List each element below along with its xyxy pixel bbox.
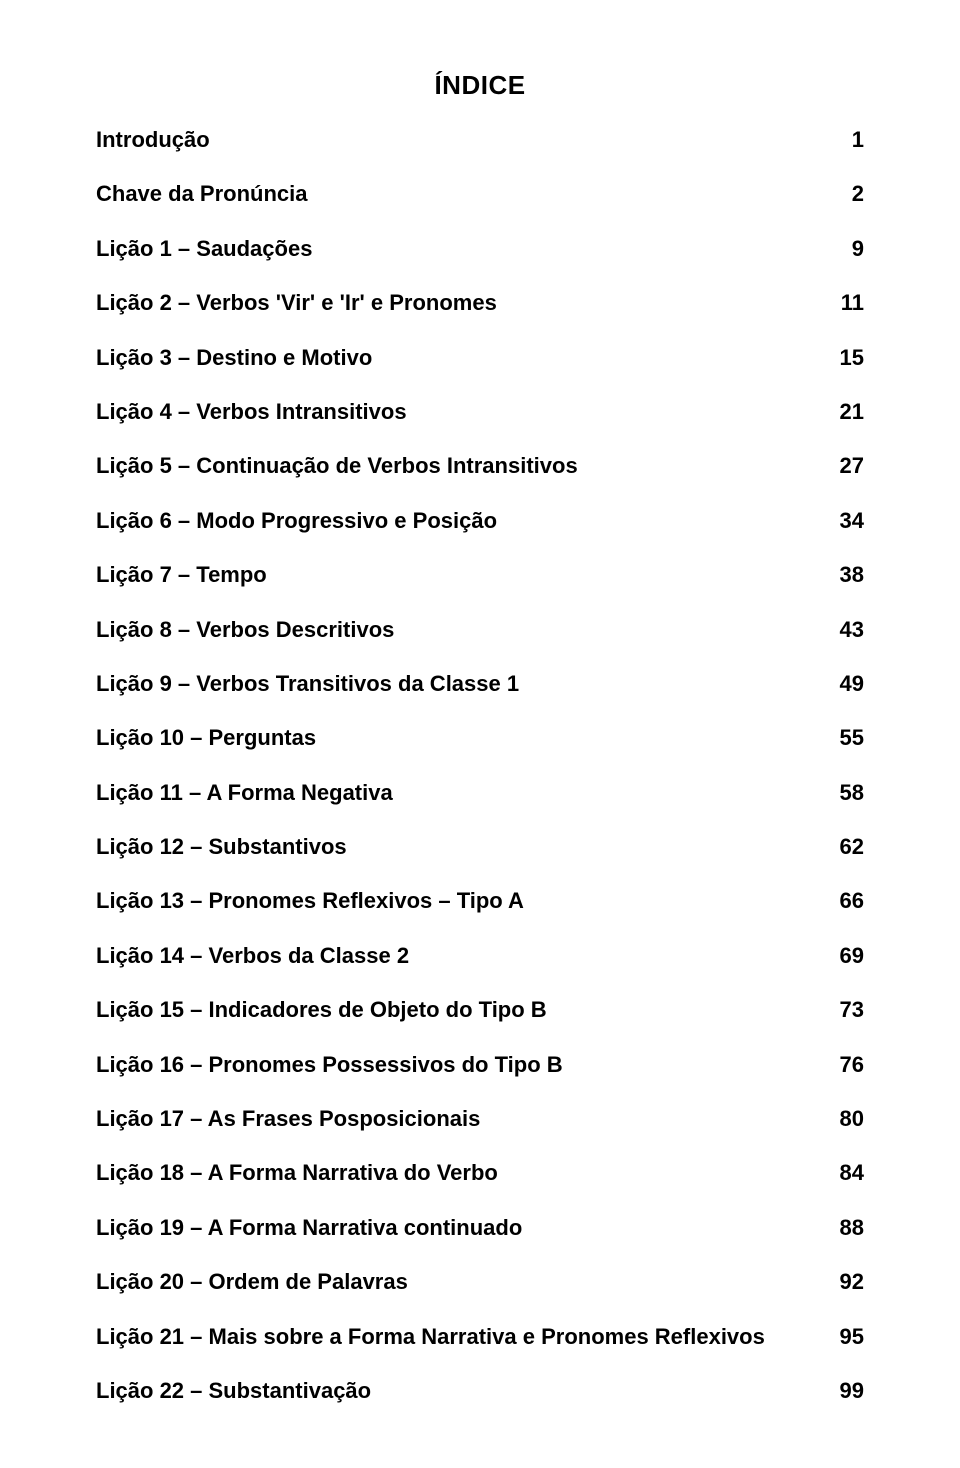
toc-entry-label: Lição 18 – A Forma Narrativa do Verbo — [96, 1160, 820, 1186]
toc-entry-page: 88 — [820, 1215, 864, 1241]
toc-entry-label: Lição 9 – Verbos Transitivos da Classe 1 — [96, 671, 820, 697]
toc-entry: Lição 21 – Mais sobre a Forma Narrativa … — [96, 1324, 864, 1350]
toc-spacer — [96, 262, 864, 290]
toc-entry: Lição 8 – Verbos Descritivos43 — [96, 617, 864, 643]
toc-entry: Lição 12 – Substantivos62 — [96, 834, 864, 860]
toc-entry-label: Lição 2 – Verbos 'Vir' e 'Ir' e Pronomes — [96, 290, 820, 316]
toc-entry: Lição 9 – Verbos Transitivos da Classe 1… — [96, 671, 864, 697]
toc-entry-page: 66 — [820, 888, 864, 914]
toc-spacer — [96, 752, 864, 780]
toc-entry-label: Lição 17 – As Frases Posposicionais — [96, 1106, 820, 1132]
toc-entry-page: 27 — [820, 453, 864, 479]
toc-entry: Lição 6 – Modo Progressivo e Posição34 — [96, 508, 864, 534]
toc-entry-page: 11 — [820, 290, 864, 316]
toc-entry-label: Lição 3 – Destino e Motivo — [96, 345, 820, 371]
toc-entry-label: Lição 11 – A Forma Negativa — [96, 780, 820, 806]
toc-spacer — [96, 915, 864, 943]
toc-entry: Lição 10 – Perguntas55 — [96, 725, 864, 751]
toc-entry-label: Lição 10 – Perguntas — [96, 725, 820, 751]
toc-entry: Lição 17 – As Frases Posposicionais80 — [96, 1106, 864, 1132]
toc-entry: Lição 3 – Destino e Motivo15 — [96, 345, 864, 371]
toc-entry: Lição 22 – Substantivação99 — [96, 1378, 864, 1404]
toc-spacer — [96, 969, 864, 997]
toc-entry: Lição 7 – Tempo38 — [96, 562, 864, 588]
toc-entry: Lição 18 – A Forma Narrativa do Verbo84 — [96, 1160, 864, 1186]
toc-entry-page: 58 — [820, 780, 864, 806]
toc-entry-page: 69 — [820, 943, 864, 969]
toc-entry-page: 55 — [820, 725, 864, 751]
toc-entry-label: Lição 5 – Continuação de Verbos Intransi… — [96, 453, 820, 479]
toc-entry: Chave da Pronúncia2 — [96, 181, 864, 207]
toc-entry: Lição 1 – Saudações9 — [96, 236, 864, 262]
toc-entry-page: 84 — [820, 1160, 864, 1186]
toc-entry-label: Lição 19 – A Forma Narrativa continuado — [96, 1215, 820, 1241]
toc-entry-page: 15 — [820, 345, 864, 371]
toc-entry-page: 95 — [820, 1324, 864, 1350]
toc-spacer — [96, 208, 864, 236]
toc-entry-label: Lição 22 – Substantivação — [96, 1378, 820, 1404]
toc-spacer — [96, 534, 864, 562]
toc-title: ÍNDICE — [96, 70, 864, 101]
toc-entry: Lição 16 – Pronomes Possessivos do Tipo … — [96, 1052, 864, 1078]
toc-entry-page: 49 — [820, 671, 864, 697]
toc-spacer — [96, 1241, 864, 1269]
toc-entry-page: 2 — [820, 181, 864, 207]
toc-spacer — [96, 643, 864, 671]
toc-spacer — [96, 317, 864, 345]
toc-spacer — [96, 1187, 864, 1215]
toc-spacer — [96, 860, 864, 888]
toc-entry-label: Lição 20 – Ordem de Palavras — [96, 1269, 820, 1295]
toc-entry-label: Lição 4 – Verbos Intransitivos — [96, 399, 820, 425]
toc-entry-page: 38 — [820, 562, 864, 588]
toc-entry: Lição 19 – A Forma Narrativa continuado8… — [96, 1215, 864, 1241]
toc-spacer — [96, 371, 864, 399]
toc-entry-label: Lição 1 – Saudações — [96, 236, 820, 262]
toc-entry-label: Chave da Pronúncia — [96, 181, 820, 207]
toc-entry-page: 21 — [820, 399, 864, 425]
toc-spacer — [96, 153, 864, 181]
toc-entry-label: Lição 13 – Pronomes Reflexivos – Tipo A — [96, 888, 820, 914]
toc-entry-page: 80 — [820, 1106, 864, 1132]
toc-spacer — [96, 589, 864, 617]
toc-entry-label: Lição 16 – Pronomes Possessivos do Tipo … — [96, 1052, 820, 1078]
toc-entry: Lição 15 – Indicadores de Objeto do Tipo… — [96, 997, 864, 1023]
toc-entry: Introdução1 — [96, 127, 864, 153]
toc-entry-label: Lição 7 – Tempo — [96, 562, 820, 588]
toc-entry: Lição 4 – Verbos Intransitivos21 — [96, 399, 864, 425]
toc-entry-page: 1 — [820, 127, 864, 153]
toc-entry-page: 99 — [820, 1378, 864, 1404]
toc-spacer — [96, 697, 864, 725]
toc-entry-label: Lição 14 – Verbos da Classe 2 — [96, 943, 820, 969]
toc-spacer — [96, 1296, 864, 1324]
toc-entry-page: 73 — [820, 997, 864, 1023]
toc-entry: Lição 11 – A Forma Negativa58 — [96, 780, 864, 806]
toc-entry-page: 9 — [820, 236, 864, 262]
toc-spacer — [96, 1024, 864, 1052]
toc-spacer — [96, 1078, 864, 1106]
toc-entry-label: Introdução — [96, 127, 820, 153]
toc-entry-label: Lição 21 – Mais sobre a Forma Narrativa … — [96, 1324, 820, 1350]
toc-entry: Lição 5 – Continuação de Verbos Intransi… — [96, 453, 864, 479]
toc-entry: Lição 14 – Verbos da Classe 269 — [96, 943, 864, 969]
toc-entry: Lição 20 – Ordem de Palavras92 — [96, 1269, 864, 1295]
toc-spacer — [96, 425, 864, 453]
toc-spacer — [96, 1350, 864, 1378]
toc-list: Introdução1 Chave da Pronúncia2 Lição 1 – … — [96, 127, 864, 1404]
toc-page: ÍNDICE Introdução1 Chave da Pronúncia2 Liç… — [0, 0, 960, 1468]
toc-entry: Lição 13 – Pronomes Reflexivos – Tipo A6… — [96, 888, 864, 914]
toc-entry-page: 76 — [820, 1052, 864, 1078]
toc-entry-label: Lição 6 – Modo Progressivo e Posição — [96, 508, 820, 534]
toc-spacer — [96, 480, 864, 508]
toc-entry-label: Lição 15 – Indicadores de Objeto do Tipo… — [96, 997, 820, 1023]
toc-entry-page: 34 — [820, 508, 864, 534]
toc-entry: Lição 2 – Verbos 'Vir' e 'Ir' e Pronomes… — [96, 290, 864, 316]
toc-entry-page: 43 — [820, 617, 864, 643]
toc-spacer — [96, 806, 864, 834]
toc-spacer — [96, 1132, 864, 1160]
toc-entry-label: Lição 12 – Substantivos — [96, 834, 820, 860]
toc-entry-label: Lição 8 – Verbos Descritivos — [96, 617, 820, 643]
toc-entry-page: 62 — [820, 834, 864, 860]
toc-entry-page: 92 — [820, 1269, 864, 1295]
